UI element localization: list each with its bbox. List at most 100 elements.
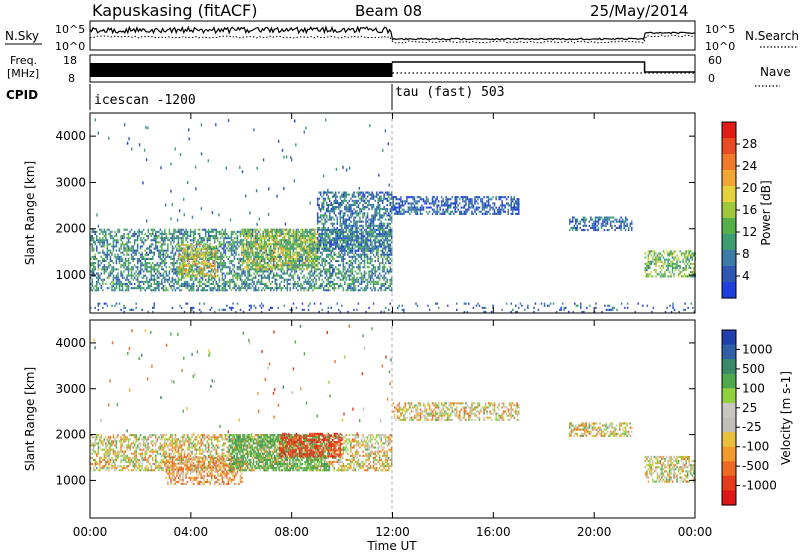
heatmap-cell bbox=[129, 274, 131, 277]
heatmap-cell bbox=[380, 239, 382, 242]
heatmap-cell bbox=[171, 285, 174, 288]
heatmap-cell bbox=[336, 230, 338, 233]
heatmap-cell bbox=[389, 268, 391, 271]
heatmap-cell bbox=[377, 274, 379, 277]
heatmap-cell bbox=[365, 241, 367, 244]
heatmap-cell bbox=[350, 216, 352, 219]
heatmap-cell bbox=[301, 264, 304, 267]
heatmap-cell bbox=[268, 257, 270, 260]
heatmap-cell bbox=[324, 226, 326, 229]
heatmap-cell bbox=[344, 226, 346, 229]
heatmap-cell bbox=[344, 195, 346, 198]
heatmap-cell bbox=[213, 254, 215, 257]
heatmap-cell bbox=[289, 268, 292, 271]
heatmap-cell bbox=[120, 257, 122, 260]
heatmap-cell bbox=[338, 243, 340, 246]
heatmap-cell bbox=[159, 228, 162, 231]
heatmap-cell bbox=[105, 239, 107, 242]
heatmap-cell bbox=[303, 289, 305, 292]
heatmap-cell bbox=[220, 237, 222, 240]
heatmap-cell bbox=[273, 241, 275, 244]
heatmap-cell bbox=[268, 241, 270, 244]
heatmap-cell bbox=[191, 285, 193, 288]
heatmap-cell bbox=[392, 200, 394, 203]
heatmap-cell bbox=[315, 280, 317, 283]
heatmap-cell bbox=[102, 239, 104, 242]
heatmap-cell bbox=[182, 256, 185, 259]
heatmap-cell bbox=[230, 235, 233, 238]
heatmap-cell bbox=[392, 206, 394, 209]
heatmap-cell bbox=[133, 272, 136, 275]
heatmap-cell bbox=[229, 266, 231, 269]
heatmap-cell bbox=[381, 276, 384, 279]
heatmap-cell bbox=[351, 199, 354, 202]
heatmap-cell bbox=[380, 222, 382, 225]
heatmap-cell bbox=[247, 251, 249, 254]
heatmap-cell bbox=[164, 253, 166, 256]
heatmap-cell bbox=[180, 285, 183, 288]
heatmap-cell bbox=[348, 274, 351, 277]
heatmap-cell bbox=[146, 287, 148, 290]
heatmap-cell bbox=[316, 264, 319, 267]
heatmap-cell bbox=[93, 228, 95, 231]
heatmap-cell bbox=[186, 249, 189, 252]
heatmap-cell bbox=[217, 266, 219, 269]
heatmap-cell bbox=[99, 232, 101, 235]
heatmap-cell bbox=[194, 244, 197, 247]
heatmap-cell bbox=[321, 260, 323, 263]
heatmap-cell bbox=[189, 230, 192, 233]
heatmap-cell bbox=[182, 266, 185, 269]
heatmap-cell bbox=[174, 289, 177, 292]
heatmap-cell bbox=[164, 232, 166, 235]
heatmap-cell bbox=[176, 272, 178, 275]
heatmap-cell bbox=[121, 237, 124, 240]
heatmap-cell bbox=[192, 230, 195, 233]
heatmap-cell bbox=[235, 237, 237, 240]
heatmap-cell bbox=[244, 274, 246, 277]
heatmap-cell bbox=[161, 237, 163, 240]
heatmap-cell bbox=[199, 273, 201, 276]
heatmap-cell bbox=[176, 266, 178, 269]
heatmap-cell bbox=[236, 230, 239, 233]
heatmap-cell bbox=[106, 249, 109, 252]
heatmap-cell bbox=[177, 270, 180, 273]
heatmap-cell bbox=[377, 218, 379, 221]
heatmap-cell bbox=[265, 241, 267, 244]
heatmap-cell bbox=[198, 274, 201, 277]
heatmap-cell bbox=[301, 237, 304, 240]
heatmap-cell bbox=[347, 201, 349, 204]
heatmap-cell bbox=[338, 268, 340, 271]
heatmap-cell bbox=[332, 272, 334, 275]
heatmap-cell bbox=[310, 257, 313, 260]
heatmap-cell bbox=[247, 276, 249, 279]
heatmap-cell bbox=[270, 260, 272, 263]
heatmap-cell bbox=[398, 198, 401, 201]
heatmap-cell bbox=[182, 262, 185, 265]
heatmap-cell bbox=[93, 241, 95, 244]
heatmap-cell bbox=[230, 260, 233, 263]
heatmap-cell bbox=[121, 274, 124, 277]
heatmap-cell bbox=[304, 257, 307, 260]
heatmap-cell bbox=[193, 250, 195, 253]
heatmap-cell bbox=[344, 218, 346, 221]
heatmap-cell bbox=[277, 228, 279, 231]
heatmap-cell bbox=[335, 206, 337, 209]
heatmap-cell bbox=[359, 255, 361, 258]
heatmap-cell bbox=[288, 237, 290, 240]
heatmap-cell bbox=[391, 278, 393, 281]
heatmap-cell bbox=[356, 241, 358, 244]
heatmap-cell bbox=[295, 230, 298, 233]
heatmap-cell bbox=[209, 251, 211, 254]
heatmap-cell bbox=[389, 214, 391, 217]
heatmap-cell bbox=[369, 278, 372, 281]
heatmap-cell bbox=[208, 274, 210, 277]
heatmap-cell bbox=[93, 272, 95, 275]
heatmap-cell bbox=[149, 266, 151, 269]
heatmap-cell bbox=[369, 274, 372, 277]
heatmap-cell bbox=[204, 247, 207, 250]
heatmap-cell bbox=[268, 276, 270, 279]
heatmap-cell bbox=[353, 289, 355, 292]
heatmap-cell bbox=[354, 235, 357, 238]
heatmap-cell bbox=[313, 253, 316, 256]
heatmap-cell bbox=[351, 262, 354, 265]
